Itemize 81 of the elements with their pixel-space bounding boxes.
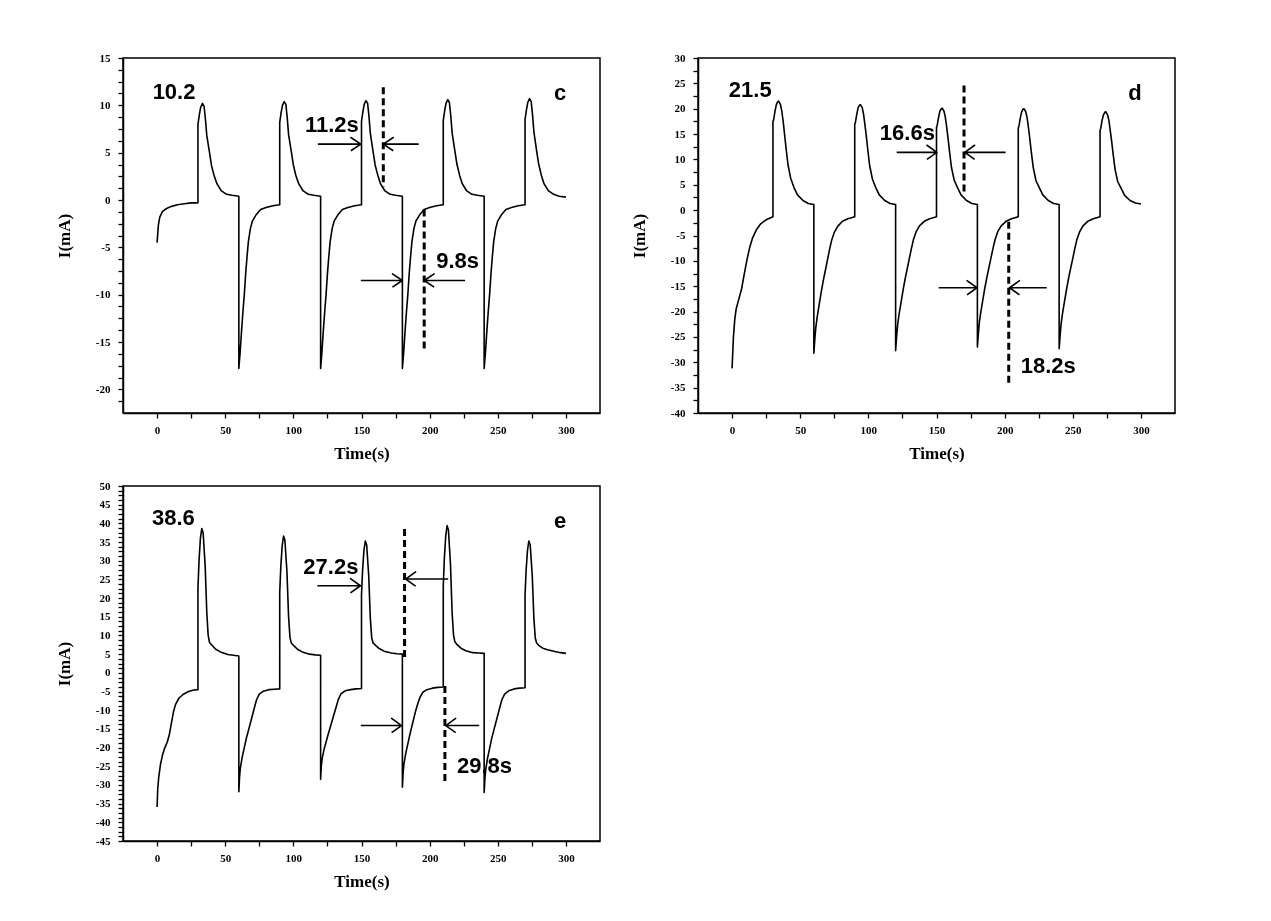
x-tick-label: 150 xyxy=(353,423,371,436)
y-tick-label: -30 xyxy=(670,355,686,368)
annotation: 16.6s xyxy=(879,120,935,146)
y-tick-label: 30 xyxy=(99,554,111,567)
y-tick-label: -5 xyxy=(101,685,111,698)
y-tick-label: 50 xyxy=(99,479,111,492)
y-tick-label: -10 xyxy=(95,288,111,301)
x-axis-title: Time(s) xyxy=(334,443,390,463)
y-tick-label: -15 xyxy=(95,335,111,348)
y-tick-label: -40 xyxy=(670,406,686,419)
y-tick-label: -25 xyxy=(95,759,111,772)
annotation: d xyxy=(1128,80,1142,105)
x-tick-label: 250 xyxy=(490,851,508,864)
x-tick-label: 100 xyxy=(285,423,303,436)
x-tick-label: 50 xyxy=(220,423,232,436)
y-tick-label: -10 xyxy=(670,254,686,267)
x-tick-label: 200 xyxy=(421,423,439,436)
y-tick-label: 0 xyxy=(105,666,111,679)
y-tick-label: 20 xyxy=(99,591,111,604)
x-tick-label: 50 xyxy=(220,851,232,864)
y-tick-label: 15 xyxy=(99,51,111,64)
y-tick-label: 30 xyxy=(674,51,686,64)
y-axis-title: I(mA) xyxy=(629,213,649,259)
x-tick-label: 0 xyxy=(729,423,736,436)
y-tick-label: -5 xyxy=(676,229,686,241)
x-tick-label: 200 xyxy=(421,851,439,864)
x-tick-label: 100 xyxy=(860,423,878,436)
y-tick-label: 5 xyxy=(105,146,111,159)
y-tick-label: 35 xyxy=(99,535,111,548)
y-tick-label: 5 xyxy=(680,178,686,191)
y-tick-label: 5 xyxy=(105,647,111,660)
y-tick-label: -30 xyxy=(95,778,111,791)
y-tick-label: -35 xyxy=(670,381,686,394)
x-tick-label: 250 xyxy=(490,423,508,436)
y-tick-label: 25 xyxy=(99,572,111,585)
y-tick-label: -40 xyxy=(95,815,111,828)
y-tick-label: -20 xyxy=(95,741,111,754)
x-tick-label: 200 xyxy=(996,423,1014,436)
y-tick-label: 0 xyxy=(105,193,111,206)
y-tick-label: -20 xyxy=(670,305,686,318)
y-tick-label: -10 xyxy=(95,703,111,716)
y-tick-label: 45 xyxy=(99,498,111,511)
y-axis-title: I(mA) xyxy=(54,641,74,687)
y-tick-label: -15 xyxy=(670,279,686,292)
y-tick-label: -45 xyxy=(95,834,111,847)
y-tick-label: 40 xyxy=(99,516,111,529)
x-tick-label: 50 xyxy=(795,423,807,436)
x-tick-label: 250 xyxy=(1065,423,1083,436)
annotation: c xyxy=(553,80,567,105)
x-tick-label: 100 xyxy=(285,851,303,864)
y-tick-label: 25 xyxy=(674,76,686,89)
x-tick-label: 0 xyxy=(154,851,161,864)
annotation: 27.2s xyxy=(303,553,359,579)
x-axis-title: Time(s) xyxy=(334,871,390,891)
y-tick-label: -15 xyxy=(95,722,111,735)
x-tick-label: 300 xyxy=(558,851,576,864)
y-tick-label: 10 xyxy=(99,628,111,641)
x-axis-title: Time(s) xyxy=(909,443,965,463)
y-tick-label: 15 xyxy=(674,127,686,140)
y-tick-label: 15 xyxy=(99,610,111,623)
x-tick-label: 150 xyxy=(353,851,371,864)
annotation: 38.6 xyxy=(151,504,195,530)
y-tick-label: -35 xyxy=(95,797,111,810)
x-tick-label: 150 xyxy=(928,423,946,436)
x-tick-label: 0 xyxy=(154,423,161,436)
annotation: 21.5 xyxy=(728,77,772,103)
annotation: e xyxy=(553,508,567,533)
x-tick-label: 300 xyxy=(558,423,576,436)
y-tick-label: 10 xyxy=(99,98,111,111)
annotation: 11.2s xyxy=(304,112,359,138)
y-tick-label: 10 xyxy=(674,152,686,165)
annotation: 9.8s xyxy=(436,248,480,274)
y-tick-label: -25 xyxy=(670,330,686,343)
annotation: 18.2s xyxy=(1020,353,1076,379)
y-tick-label: -5 xyxy=(101,240,111,253)
y-axis-title: I(mA) xyxy=(54,213,74,259)
y-tick-label: 20 xyxy=(674,102,686,115)
y-tick-label: -20 xyxy=(95,382,111,395)
annotation: 10.2 xyxy=(152,79,196,105)
x-tick-label: 300 xyxy=(1133,423,1151,436)
y-tick-label: 0 xyxy=(680,203,686,216)
